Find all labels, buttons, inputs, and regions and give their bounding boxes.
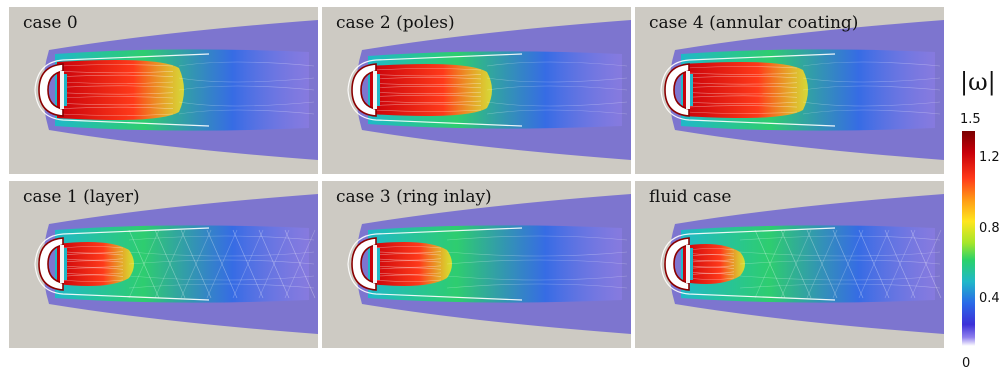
panel-case-0: case 0 (9, 7, 318, 174)
panel-case-4-annular-coating: case 4 (annular coating) (635, 7, 944, 174)
vorticity-field (660, 194, 944, 334)
colorbar-gradient (962, 131, 975, 346)
panel-label: case 3 (ring inlay) (336, 187, 492, 207)
panel-fluid-case: fluid case (635, 181, 944, 348)
vorticity-field (660, 20, 944, 160)
vorticity-field (347, 20, 631, 160)
panel-label: case 0 (23, 13, 78, 33)
simulation-panel-grid: case 0 case 2 (poles) case 4 (annular co… (9, 7, 944, 348)
panel-case-1-layer: case 1 (layer) (9, 181, 318, 348)
colorbar-max-label: 1.5 (960, 112, 981, 127)
vorticity-field (347, 194, 631, 334)
colorbar-tick: 0.4 (979, 291, 1000, 306)
vorticity-field (34, 194, 318, 334)
panel-label: case 1 (layer) (23, 187, 140, 207)
vorticity-field (34, 20, 318, 160)
colorbar-tick: 1.2 (979, 150, 1000, 165)
panel-label: case 4 (annular coating) (649, 13, 859, 33)
panel-label: fluid case (649, 187, 732, 207)
colorbar-title: |ω| (960, 68, 996, 96)
colorbar-min-label: 0 (962, 356, 971, 371)
panel-case-2-poles: case 2 (poles) (322, 7, 631, 174)
panel-case-3-ring-inlay: case 3 (ring inlay) (322, 181, 631, 348)
colorbar-tick: 0.8 (979, 221, 1000, 236)
colorbar: |ω| 1.5 1.2 0.8 0.4 0 (948, 60, 1006, 371)
panel-label: case 2 (poles) (336, 13, 455, 33)
